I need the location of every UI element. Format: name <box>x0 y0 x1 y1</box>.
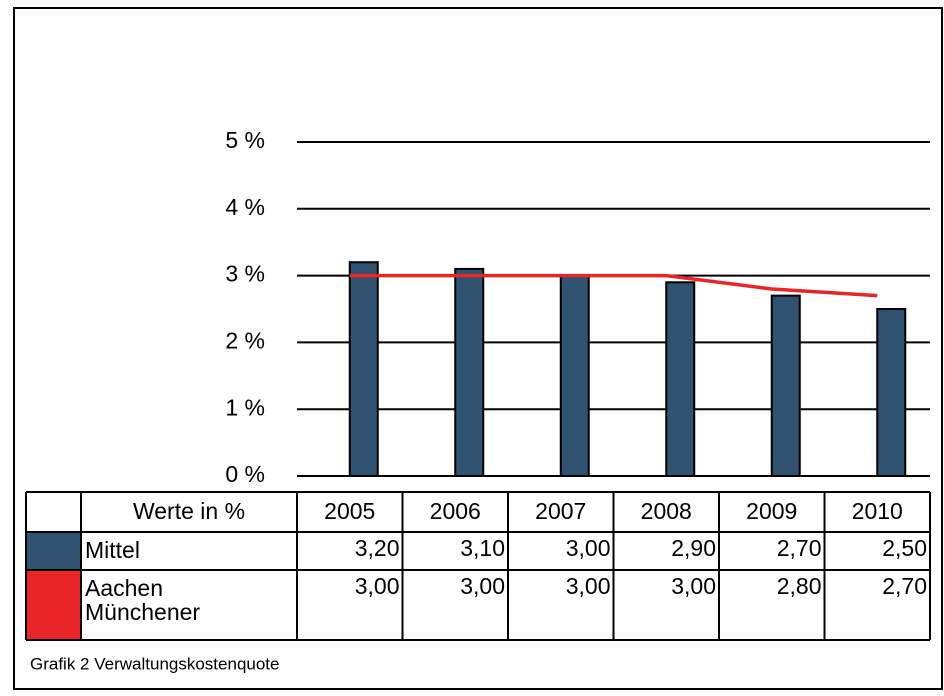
y-tick-label: 5 % <box>225 127 265 153</box>
x-tick-label: 2010 <box>852 498 903 524</box>
value-label: 3,20 <box>355 535 400 561</box>
value-label: 2,70 <box>882 573 927 599</box>
value-label: 3,10 <box>460 535 505 561</box>
value-label: 3,00 <box>671 573 716 599</box>
value-label: 3,00 <box>355 573 400 599</box>
y-tick-label: 2 % <box>225 327 265 353</box>
x-tick-label: 2006 <box>430 498 481 524</box>
bar <box>454 267 485 478</box>
value-label: 2,90 <box>671 535 716 561</box>
x-tick-label: 2008 <box>641 498 692 524</box>
legend-swatch <box>27 533 80 569</box>
value-label: 3,00 <box>566 535 611 561</box>
value-label: 2,50 <box>882 535 927 561</box>
bar <box>665 281 696 477</box>
legend-label: Mittel <box>85 538 140 563</box>
legend-label-box: Mittel <box>85 538 140 563</box>
value-label: 3,00 <box>460 573 505 599</box>
y-tick-label: 4 % <box>225 194 265 220</box>
legend-label: Aachen Münchener <box>85 576 201 625</box>
x-tick-label: 2005 <box>324 498 375 524</box>
x-tick-label: 2007 <box>535 498 586 524</box>
legend-label-box: Aachen Münchener <box>85 576 201 625</box>
bar <box>876 308 907 477</box>
bar <box>348 261 379 477</box>
y-tick-label: 0 % <box>225 461 265 487</box>
value-label: 2,70 <box>777 535 822 561</box>
x-tick-label: 2009 <box>746 498 797 524</box>
y-tick-label: 1 % <box>225 394 265 420</box>
value-label: 2,80 <box>777 573 822 599</box>
value-label: 3,00 <box>566 573 611 599</box>
y-tick-label: 3 % <box>225 261 265 287</box>
line <box>349 273 878 298</box>
legend-swatch <box>27 571 80 639</box>
bar <box>559 274 590 477</box>
table-header: Werte in % <box>133 498 245 524</box>
caption: Grafik 2 Verwaltungskostenquote <box>30 654 279 673</box>
bar <box>770 294 801 478</box>
